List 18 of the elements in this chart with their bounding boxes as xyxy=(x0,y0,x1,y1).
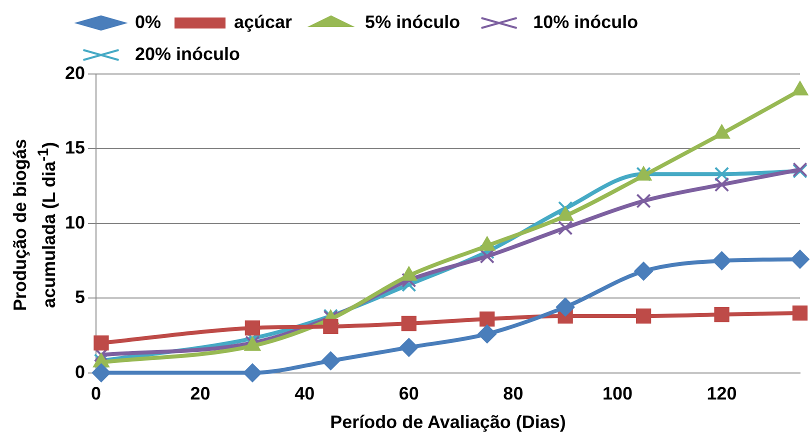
y-tick-label: 15 xyxy=(64,138,86,158)
legend-label: açúcar xyxy=(234,12,292,32)
y-tick-label: 10 xyxy=(64,212,86,232)
y-tick-label: 0 xyxy=(75,362,86,382)
x-tick-label: 100 xyxy=(602,384,633,404)
x-tick-label: 20 xyxy=(190,384,210,404)
legend-label: 20% inóculo xyxy=(135,44,240,64)
y-tick-label: 5 xyxy=(75,287,86,308)
x-tick-label: 60 xyxy=(398,384,419,404)
legend-label: 0% xyxy=(135,12,162,32)
legend-label: 5% inóculo xyxy=(365,12,460,32)
x-tick-label: 0 xyxy=(91,384,102,404)
y-tick-label: 20 xyxy=(64,62,86,83)
x-axis-title: Período de Avaliação (Dias) xyxy=(330,412,566,432)
legend-label: 10% inóculo xyxy=(533,12,638,32)
x-tick-label: 80 xyxy=(503,384,524,404)
x-tick-label: 40 xyxy=(294,384,315,404)
x-tick-label: 120 xyxy=(706,384,737,404)
